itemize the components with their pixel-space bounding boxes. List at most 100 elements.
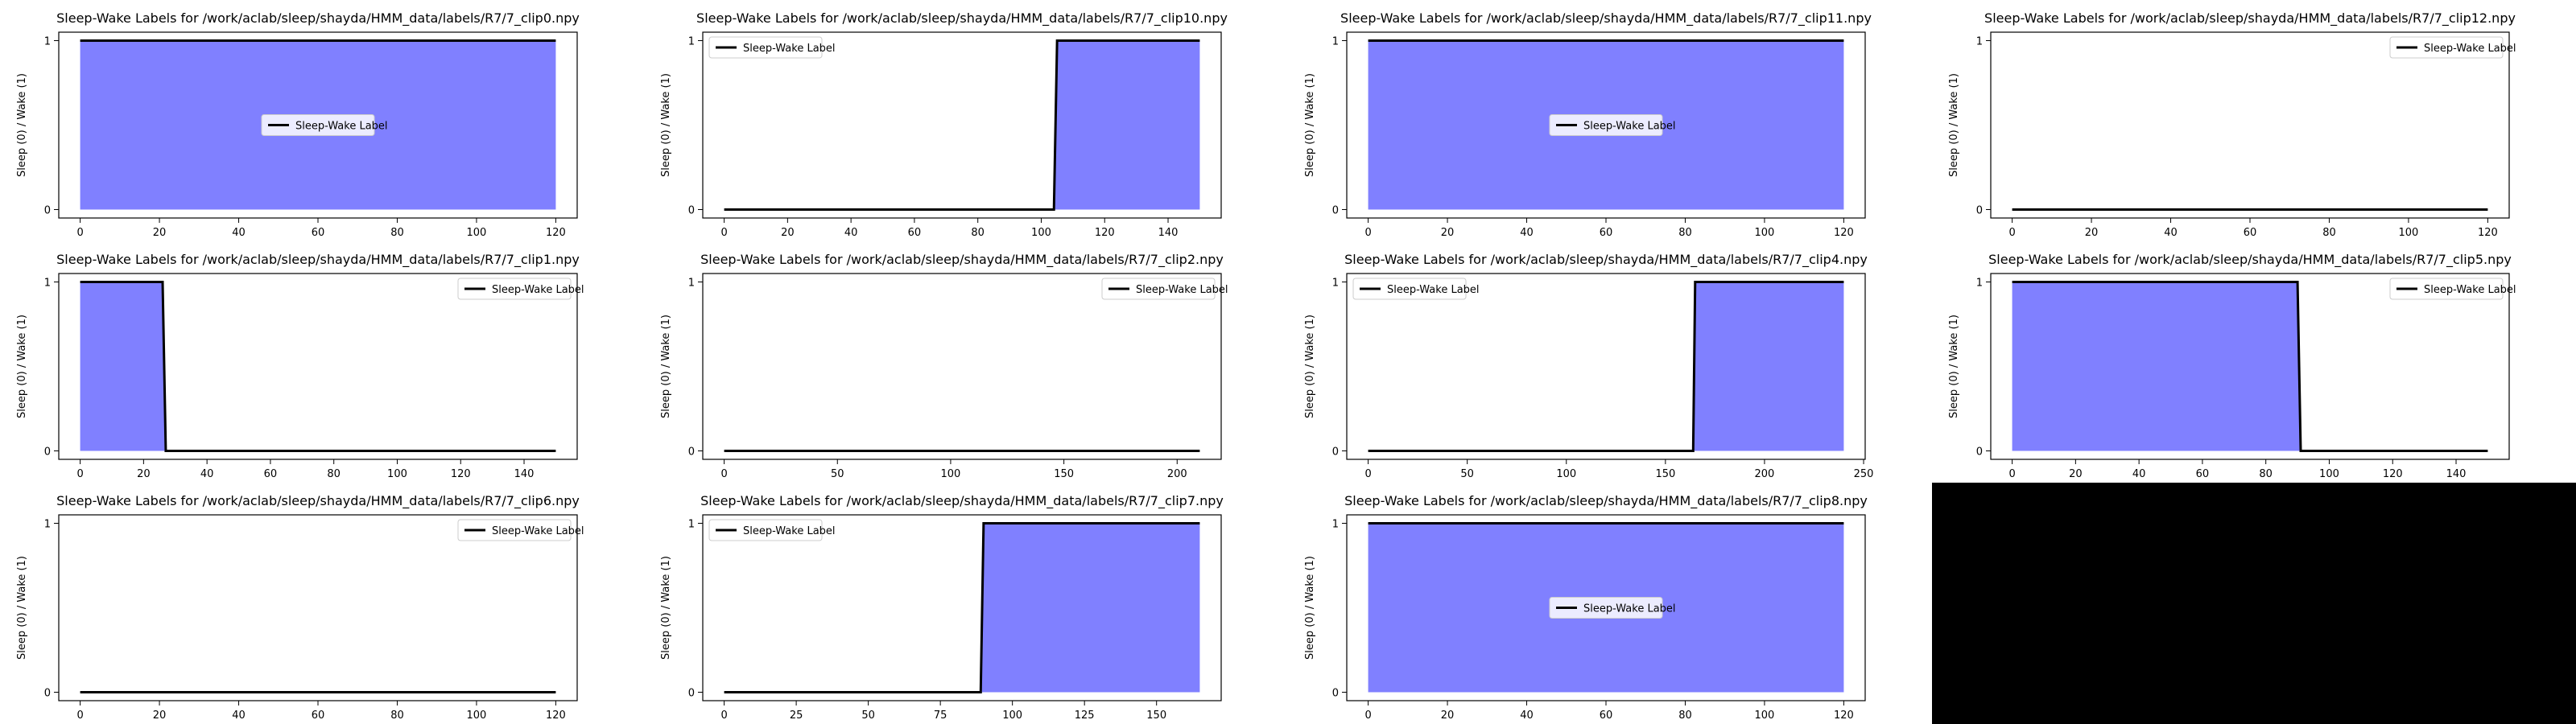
subplot-title: Sleep-Wake Labels for /work/aclab/sleep/… xyxy=(56,10,580,27)
x-tick-label: 100 xyxy=(1031,227,1051,239)
x-tick-label: 20 xyxy=(137,468,151,480)
x-tick-label: 120 xyxy=(1095,227,1115,239)
x-tick-label: 40 xyxy=(2132,468,2146,480)
y-tick-label: 1 xyxy=(1332,519,1339,531)
subplot-title: Sleep-Wake Labels for /work/aclab/sleep/… xyxy=(1344,252,1868,268)
legend-box xyxy=(1101,278,1216,300)
x-tick-label: 140 xyxy=(2446,468,2467,480)
subplot-title: Sleep-Wake Labels for /work/aclab/sleep/… xyxy=(700,493,1224,509)
y-axis-label: Sleep (0) / Wake (1) xyxy=(660,556,672,660)
x-tick-label: 60 xyxy=(312,227,325,239)
legend-box xyxy=(708,519,823,541)
subplot-title: Sleep-Wake Labels for /work/aclab/sleep/… xyxy=(1984,10,2516,27)
y-tick-label: 0 xyxy=(44,205,51,217)
subplot-title: Sleep-Wake Labels for /work/aclab/sleep/… xyxy=(1988,252,2512,268)
subplot-title: Sleep-Wake Labels for /work/aclab/sleep/… xyxy=(56,493,580,509)
legend-box xyxy=(457,278,572,300)
x-tick-label: 50 xyxy=(1460,468,1474,480)
x-tick-label: 100 xyxy=(467,227,487,239)
x-tick-label: 60 xyxy=(1600,710,1613,722)
subplot-title: Sleep-Wake Labels for /work/aclab/sleep/… xyxy=(700,252,1224,268)
x-tick-label: 20 xyxy=(153,710,167,722)
subplot-10: Sleep-Wake Labels for /work/aclab/sleep/… xyxy=(660,493,1224,722)
x-tick-label: 20 xyxy=(153,227,167,239)
x-tick-label: 40 xyxy=(200,468,214,480)
legend-box xyxy=(708,36,823,59)
y-axis-label: Sleep (0) / Wake (1) xyxy=(16,315,28,418)
y-tick-label: 0 xyxy=(688,688,695,700)
y-tick-label: 1 xyxy=(688,278,695,290)
x-tick-label: 60 xyxy=(1600,227,1613,239)
y-tick-label: 0 xyxy=(1332,688,1339,700)
legend-label: Sleep-Wake Label xyxy=(492,525,584,537)
legend-label: Sleep-Wake Label xyxy=(1136,284,1228,296)
subplot-title: Sleep-Wake Labels for /work/aclab/sleep/… xyxy=(1344,493,1868,509)
y-tick-label: 1 xyxy=(44,519,51,531)
x-tick-label: 60 xyxy=(264,468,278,480)
x-tick-label: 120 xyxy=(546,710,566,722)
subplot-title: Sleep-Wake Labels for /work/aclab/sleep/… xyxy=(696,10,1228,27)
x-tick-label: 100 xyxy=(467,710,487,722)
x-tick-label: 80 xyxy=(327,468,341,480)
wake-fill-area xyxy=(80,282,556,451)
x-tick-label: 140 xyxy=(1158,227,1179,239)
sleep-wake-line xyxy=(724,39,1200,211)
x-tick-label: 40 xyxy=(2164,227,2178,239)
subplot-title: Sleep-Wake Labels for /work/aclab/sleep/… xyxy=(1340,10,1872,27)
legend: Sleep-Wake Label xyxy=(1101,278,1228,300)
x-tick-label: 100 xyxy=(1755,227,1775,239)
legend-box xyxy=(1352,278,1467,300)
y-axis-label: Sleep (0) / Wake (1) xyxy=(1304,556,1316,660)
x-tick-label: 25 xyxy=(790,710,803,722)
legend-box xyxy=(261,114,375,136)
x-tick-label: 0 xyxy=(1364,468,1371,480)
y-tick-label: 0 xyxy=(1332,446,1339,459)
y-axis-label: Sleep (0) / Wake (1) xyxy=(660,315,672,418)
wake-fill-area xyxy=(1368,282,1844,451)
x-tick-label: 125 xyxy=(1075,710,1095,722)
y-tick-label: 1 xyxy=(1976,278,1983,290)
x-tick-label: 50 xyxy=(831,468,844,480)
y-tick-label: 0 xyxy=(1976,205,1983,217)
legend-label: Sleep-Wake Label xyxy=(1387,284,1480,296)
legend-label: Sleep-Wake Label xyxy=(2424,284,2516,296)
y-axis-label: Sleep (0) / Wake (1) xyxy=(660,73,672,177)
legend-label: Sleep-Wake Label xyxy=(743,525,836,537)
sleep-wake-line xyxy=(80,281,556,452)
y-tick-label: 1 xyxy=(1332,36,1339,48)
legend-label: Sleep-Wake Label xyxy=(2424,43,2516,55)
x-tick-label: 80 xyxy=(971,227,985,239)
x-tick-label: 120 xyxy=(546,227,566,239)
subplot-2: Sleep-Wake Labels for /work/aclab/sleep/… xyxy=(660,10,1228,239)
x-tick-label: 80 xyxy=(390,710,404,722)
axes-frame xyxy=(702,31,1222,219)
empty-subplot-area xyxy=(1932,483,2576,724)
wake-fill-area xyxy=(724,523,1200,693)
legend-label: Sleep-Wake Label xyxy=(1583,121,1676,133)
axes-frame xyxy=(1346,273,1866,460)
y-tick-label: 1 xyxy=(688,519,695,531)
x-tick-label: 20 xyxy=(2085,227,2099,239)
x-tick-label: 80 xyxy=(1678,227,1692,239)
x-tick-label: 0 xyxy=(2008,468,2015,480)
legend: Sleep-Wake Label xyxy=(1549,597,1676,619)
subplot-3: Sleep-Wake Labels for /work/aclab/sleep/… xyxy=(1304,10,1872,239)
x-tick-label: 0 xyxy=(720,468,727,480)
x-tick-label: 0 xyxy=(76,468,83,480)
y-tick-label: 1 xyxy=(1332,278,1339,290)
legend: Sleep-Wake Label xyxy=(1549,114,1676,136)
x-tick-label: 100 xyxy=(1002,710,1022,722)
x-tick-label: 120 xyxy=(1834,227,1854,239)
wake-fill-area xyxy=(724,40,1200,210)
x-tick-label: 120 xyxy=(2383,468,2403,480)
axes-frame xyxy=(702,514,1222,701)
legend: Sleep-Wake Label xyxy=(1352,278,1480,300)
x-tick-label: 0 xyxy=(720,227,727,239)
legend: Sleep-Wake Label xyxy=(2389,278,2516,300)
legend-box xyxy=(1549,597,1663,619)
legend-box xyxy=(2389,36,2504,59)
y-tick-label: 1 xyxy=(44,36,51,48)
x-tick-label: 120 xyxy=(451,468,471,480)
legend-label: Sleep-Wake Label xyxy=(492,284,584,296)
